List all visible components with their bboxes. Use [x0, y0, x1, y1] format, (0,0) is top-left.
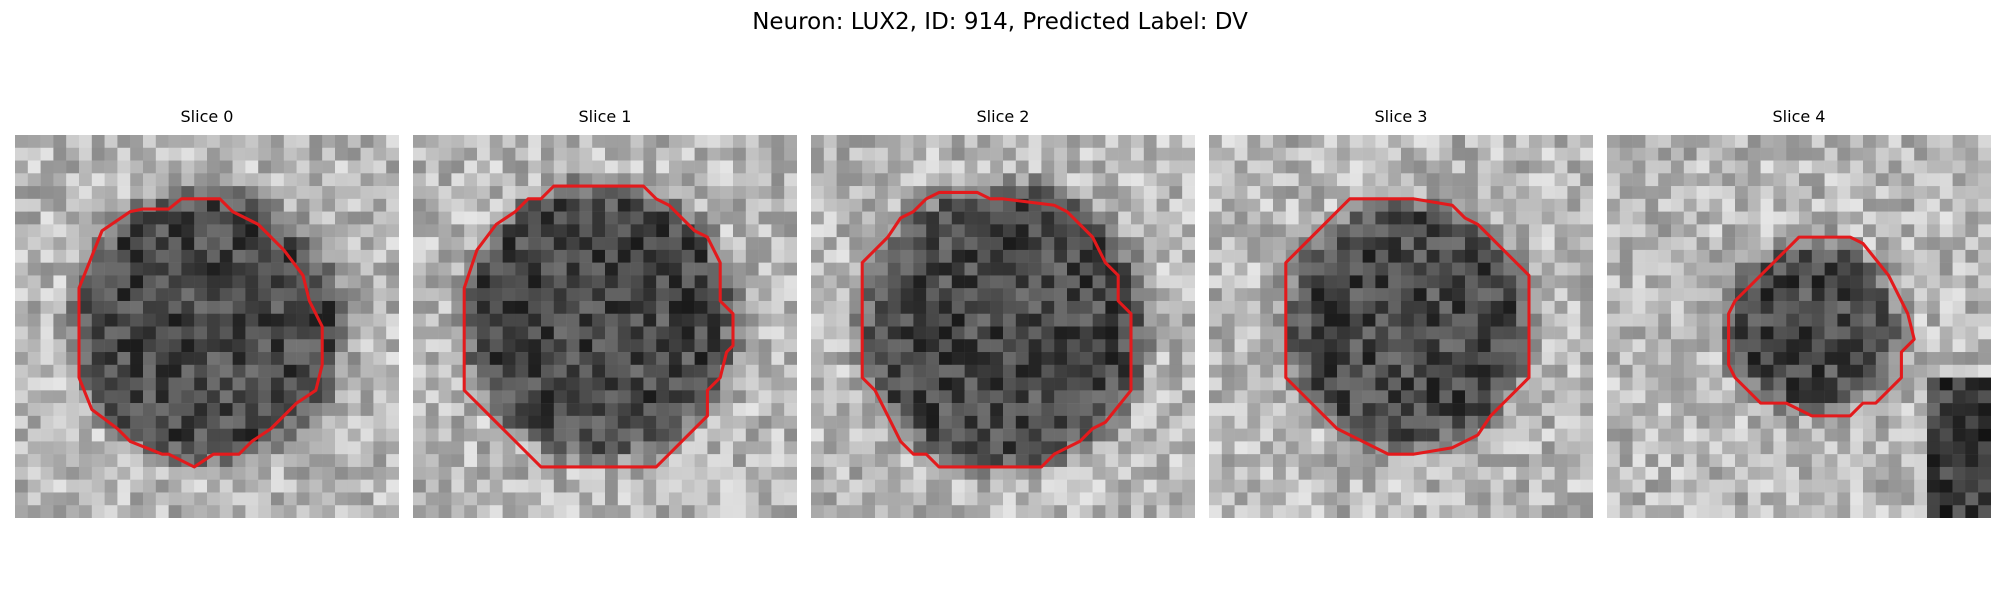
roi-contour-0 — [77, 197, 324, 469]
slice-panel-3: Slice 3 — [1209, 106, 1593, 518]
slice-panel-4: Slice 4 — [1607, 106, 1991, 518]
slice-pixels-4 — [1607, 135, 1991, 518]
slice-pixels-3 — [1209, 135, 1593, 518]
roi-contour-2 — [860, 190, 1133, 469]
slice-title-3: Slice 3 — [1374, 107, 1428, 126]
slice-image-1 — [413, 135, 797, 518]
slice-title-2: Slice 2 — [976, 107, 1030, 126]
roi-contour-4 — [1727, 235, 1916, 418]
slice-image-2 — [811, 135, 1195, 518]
slice-image-4 — [1607, 135, 1991, 518]
slice-pixels-0 — [15, 135, 399, 518]
slice-image-3 — [1209, 135, 1593, 518]
slice-panel-2: Slice 2 — [811, 106, 1195, 518]
slice-title-1: Slice 1 — [578, 107, 632, 126]
slice-pixels-2 — [811, 135, 1195, 518]
roi-contour-1 — [462, 184, 735, 469]
slice-pixels-1 — [413, 135, 797, 518]
slice-title-4: Slice 4 — [1772, 107, 1826, 126]
slice-image-0 — [15, 135, 399, 518]
slice-panel-1: Slice 1 — [413, 106, 797, 518]
figure-title: Neuron: LUX2, ID: 914, Predicted Label: … — [752, 9, 1248, 35]
slice-panel-0: Slice 0 — [15, 106, 399, 518]
slice-title-0: Slice 0 — [180, 107, 234, 126]
roi-contour-3 — [1284, 197, 1531, 456]
